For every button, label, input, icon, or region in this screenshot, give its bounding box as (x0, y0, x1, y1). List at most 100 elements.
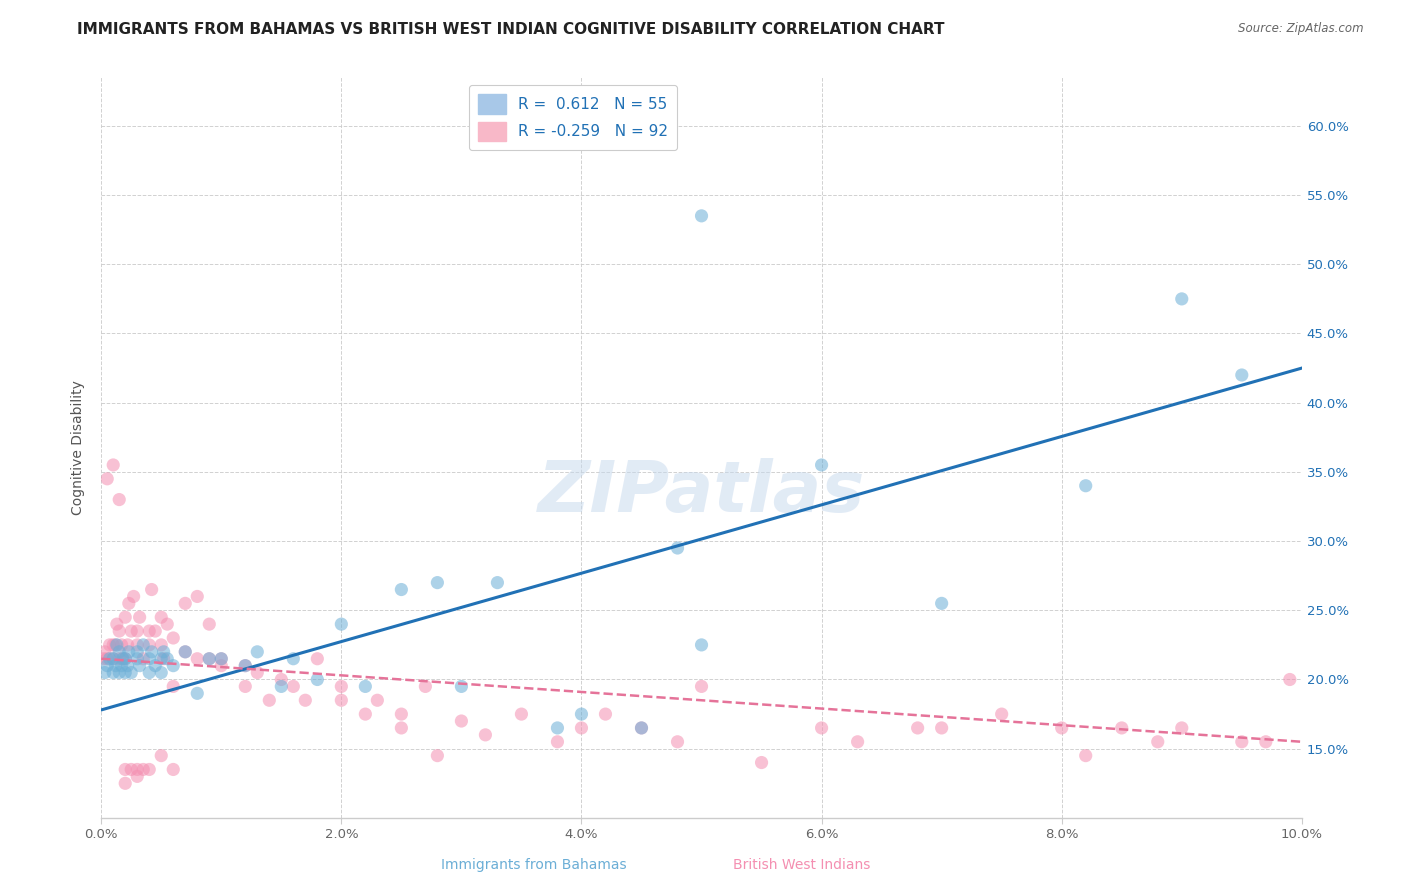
Point (117, 638, 139, 652)
Point (330, 617, 353, 632)
Point (127, 645, 149, 659)
Point (108, 492, 131, 507)
Point (150, 651, 173, 665)
Point (108, 624, 131, 638)
Point (270, 673, 292, 687)
Point (246, 645, 269, 659)
Point (474, 728, 496, 742)
Point (571, 707, 593, 722)
Point (117, 658, 139, 673)
Point (156, 651, 179, 665)
Point (132, 638, 155, 652)
Point (120, 665, 142, 680)
Point (546, 735, 568, 749)
Text: Immigrants from Bahamas: Immigrants from Bahamas (441, 858, 627, 872)
Point (330, 680, 353, 694)
Point (246, 665, 269, 680)
Point (1146, 735, 1168, 749)
Point (96, 651, 118, 665)
Point (152, 645, 174, 659)
Point (162, 631, 184, 645)
Point (104, 658, 127, 673)
Point (150, 748, 173, 763)
Point (105, 617, 128, 632)
Point (127, 763, 149, 777)
Point (690, 680, 713, 694)
Point (94, 645, 117, 659)
Point (120, 624, 142, 638)
Point (150, 638, 173, 652)
Point (143, 658, 166, 673)
Point (233, 680, 256, 694)
Point (307, 673, 329, 687)
Point (103, 638, 125, 652)
Point (1171, 292, 1194, 306)
Point (690, 638, 713, 652)
Point (114, 651, 136, 665)
Point (330, 693, 353, 707)
Text: Source: ZipAtlas.com: Source: ZipAtlas.com (1239, 22, 1364, 36)
Point (486, 575, 509, 590)
Point (426, 575, 449, 590)
Point (138, 651, 160, 665)
Point (98, 638, 121, 652)
Y-axis label: Cognitive Disability: Cognitive Disability (72, 380, 86, 515)
Point (751, 756, 773, 770)
Point (1254, 735, 1277, 749)
Point (186, 590, 208, 604)
Point (283, 651, 305, 665)
Point (366, 693, 388, 707)
Point (450, 714, 472, 728)
Point (127, 624, 149, 638)
Point (1050, 721, 1073, 735)
Point (111, 651, 134, 665)
Point (389, 582, 412, 597)
Point (94, 665, 117, 680)
Point (1111, 721, 1133, 735)
Point (415, 680, 437, 694)
Point (162, 680, 184, 694)
Point (138, 638, 160, 652)
Point (108, 651, 131, 665)
Legend: R =  0.612   N = 55, R = -0.259   N = 92: R = 0.612 N = 55, R = -0.259 N = 92 (470, 85, 678, 151)
Point (111, 651, 134, 665)
Point (630, 721, 652, 735)
Point (571, 721, 593, 735)
Point (143, 624, 166, 638)
Point (111, 658, 134, 673)
Point (186, 651, 208, 665)
Point (1278, 673, 1301, 687)
Point (389, 721, 412, 735)
Point (128, 610, 150, 624)
Point (162, 763, 184, 777)
Point (198, 651, 221, 665)
Point (103, 651, 125, 665)
Point (127, 638, 149, 652)
Point (690, 209, 713, 223)
Point (233, 658, 256, 673)
Point (127, 651, 149, 665)
Point (150, 665, 173, 680)
Point (270, 680, 292, 694)
Point (174, 645, 197, 659)
Point (104, 638, 127, 652)
Point (630, 721, 652, 735)
Point (111, 638, 134, 652)
Point (138, 665, 160, 680)
Point (138, 624, 160, 638)
Point (114, 651, 136, 665)
Point (114, 776, 136, 790)
Point (198, 651, 221, 665)
Point (141, 645, 163, 659)
Point (450, 680, 472, 694)
Point (426, 748, 449, 763)
Point (98, 651, 121, 665)
Point (105, 638, 128, 652)
Point (103, 458, 125, 472)
Point (96, 472, 118, 486)
Point (152, 651, 174, 665)
Point (209, 651, 232, 665)
Point (150, 610, 173, 624)
Point (389, 707, 412, 722)
Point (198, 617, 221, 632)
